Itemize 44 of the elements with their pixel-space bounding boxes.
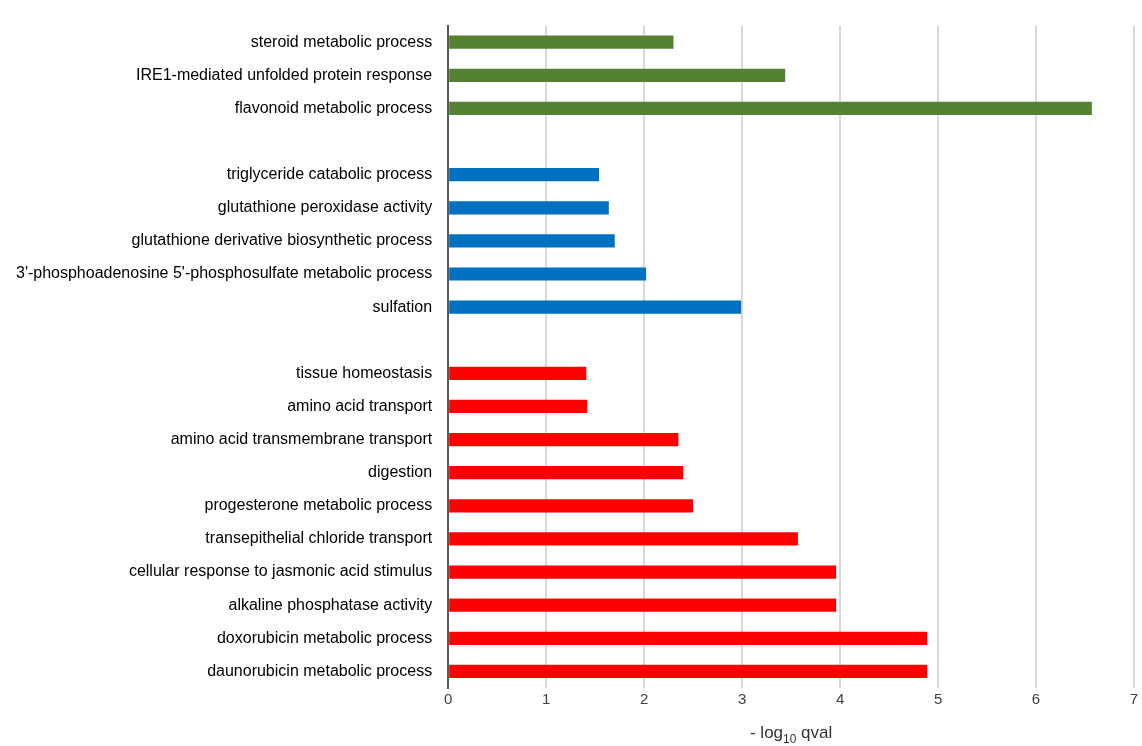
bar (449, 532, 798, 546)
y-tick-label: doxorubicin metabolic process (216, 628, 433, 646)
bar (449, 35, 674, 49)
y-tick-label: transepithelial chloride transport (205, 529, 433, 547)
y-tick-label: sulfation (372, 297, 433, 315)
y-tick-label: triglyceride catabolic process (226, 165, 433, 183)
bar (449, 168, 600, 182)
bar (449, 234, 615, 248)
y-tick-label: tissue homeostasis (296, 363, 433, 381)
y-tick-label: daunorubicin metabolic process (207, 661, 433, 679)
y-tick-label: steroid metabolic process (250, 32, 433, 50)
y-tick-label: IRE1-mediated unfolded protein response (135, 65, 433, 83)
x-tick-label: 4 (835, 690, 845, 708)
y-tick-label: 3'-phosphoadenosine 5'-phosphosulfate metabolic process (15, 264, 433, 282)
bar (449, 101, 1092, 116)
bar (449, 499, 694, 513)
x-tick-label: 7 (1129, 690, 1139, 708)
y-tick-label: digestion (368, 463, 433, 481)
x-tick-label: 6 (1031, 690, 1041, 708)
x-tick-label: 2 (639, 690, 649, 708)
y-tick-label: amino acid transport (287, 396, 433, 414)
bar (449, 598, 837, 612)
x-tick-label: 1 (541, 690, 551, 708)
y-tick-label: cellular response to jasmonic acid stimulus (128, 562, 433, 580)
bar (449, 68, 786, 82)
x-tick-label: 0 (443, 690, 453, 708)
x-tick-label: 3 (737, 690, 747, 708)
y-tick-label: progesterone metabolic process (204, 496, 433, 514)
y-tick-label: glutathione derivative biosynthetic process (131, 231, 433, 249)
bar (449, 366, 587, 380)
bar (449, 201, 609, 215)
x-tick-label: 5 (933, 690, 943, 708)
bar (449, 300, 742, 314)
y-tick-label: alkaline phosphatase activity (228, 595, 433, 613)
bar (449, 565, 837, 579)
y-tick-label: flavonoid metabolic process (234, 98, 433, 116)
bar (449, 664, 928, 679)
bar (449, 466, 684, 480)
bar (449, 399, 588, 414)
y-tick-label: amino acid transmembrane transport (170, 430, 433, 448)
bar (449, 631, 928, 645)
bar (449, 432, 679, 447)
bar (449, 267, 647, 281)
y-tick-label: glutathione peroxidase activity (217, 198, 433, 216)
